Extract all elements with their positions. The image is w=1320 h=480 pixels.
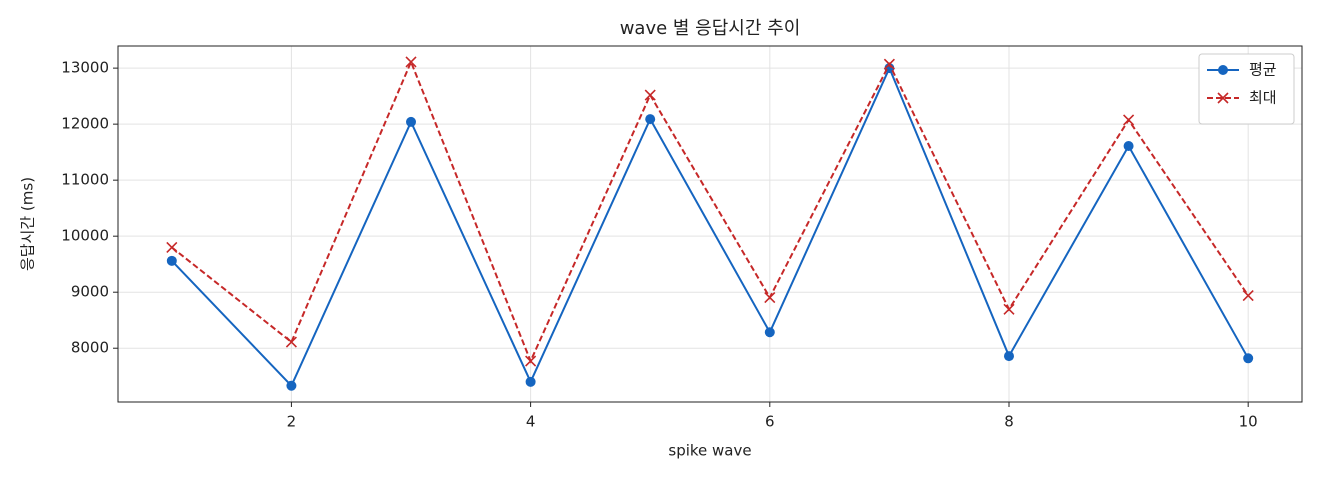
point (166, 241, 178, 253)
point (1243, 353, 1254, 364)
point (645, 114, 656, 125)
plot-frame (117, 45, 1303, 403)
point (1003, 351, 1014, 362)
y-axis-label: 응답시간 (ms) (19, 177, 37, 271)
point (406, 116, 417, 127)
point (764, 291, 776, 304)
series-line (171, 65, 1250, 388)
x-tick-label: 4 (526, 413, 536, 431)
x-tick-label: 8 (1004, 413, 1014, 431)
series-line (171, 59, 1250, 364)
point (1242, 289, 1254, 302)
point (286, 380, 297, 391)
point (525, 376, 536, 387)
point (1003, 303, 1015, 315)
x-tick-label: 2 (287, 413, 297, 431)
legend-label: 최대 (1249, 89, 1277, 107)
y-tick-label: 11000 (61, 171, 109, 189)
legend-box (1198, 53, 1295, 125)
point (1123, 114, 1135, 126)
y-tick-label: 9000 (71, 283, 109, 301)
legend-marker (1217, 92, 1229, 104)
chart-title: wave 별 응답시간 추이 (620, 18, 801, 39)
point (764, 327, 775, 338)
x-axis-label: spike wave (668, 442, 751, 460)
point (525, 355, 537, 367)
y-tick-label: 10000 (61, 227, 109, 245)
point (166, 255, 177, 266)
y-tick-label: 12000 (61, 115, 109, 133)
legend-label: 평균 (1249, 61, 1277, 79)
point (405, 56, 417, 68)
point (644, 89, 656, 101)
x-tick-label: 10 (1239, 413, 1258, 431)
point (285, 336, 297, 348)
y-tick-label: 13000 (61, 59, 109, 77)
y-tick-label: 8000 (71, 339, 109, 357)
x-tick-label: 6 (765, 413, 775, 431)
point (883, 58, 895, 70)
point (1123, 140, 1134, 151)
legend-marker (1218, 65, 1228, 75)
